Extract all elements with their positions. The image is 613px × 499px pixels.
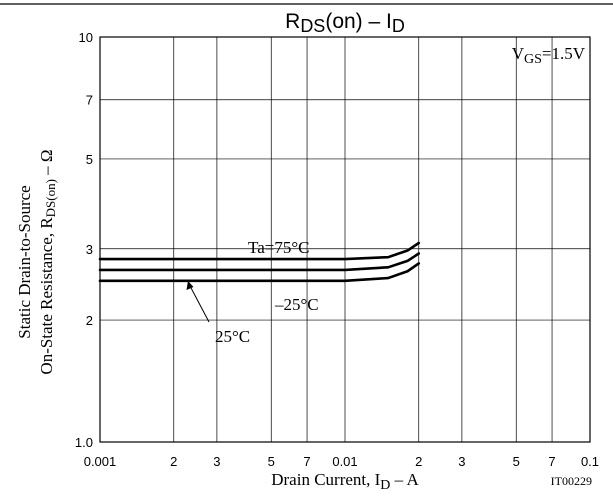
series-line bbox=[98, 241, 421, 261]
y-tick-label: 2 bbox=[86, 313, 93, 328]
x-tick-label: 0.01 bbox=[332, 454, 357, 469]
y-axis-label: Static Drain-to-Source On-State Resistan… bbox=[15, 149, 58, 374]
y-tick-label: 5 bbox=[86, 152, 93, 167]
x-axis-label: Drain Current, ID – A bbox=[271, 470, 419, 493]
figure-code: IT00229 bbox=[551, 474, 592, 488]
x-tick-label: 5 bbox=[513, 454, 520, 469]
chart-title: RDS(on) – ID bbox=[285, 10, 405, 36]
x-tick-label: 3 bbox=[213, 454, 220, 469]
x-tick-label: 0.1 bbox=[581, 454, 599, 469]
x-tick-label: 5 bbox=[268, 454, 275, 469]
x-tick-label: 3 bbox=[458, 454, 465, 469]
x-tick-label: 7 bbox=[548, 454, 555, 469]
series-lines bbox=[98, 241, 421, 283]
x-tick-label: 2 bbox=[170, 454, 177, 469]
y-axis-label-line2: On-State Resistance, RDS(on) – Ω bbox=[37, 149, 58, 374]
y-tick-label: 7 bbox=[86, 93, 93, 108]
plot-frame bbox=[99, 36, 591, 443]
y-tick-label: 10 bbox=[79, 30, 93, 45]
grid bbox=[100, 37, 590, 442]
annotation-25-leader bbox=[189, 285, 210, 323]
annotation-minus25: –25°C bbox=[274, 295, 319, 314]
y-axis-label-line1: Static Drain-to-Source bbox=[15, 185, 34, 338]
annotation-25-arrowhead bbox=[186, 281, 194, 290]
y-tick-labels: 1.0 2 3 5 7 10 bbox=[75, 30, 93, 450]
condition-label: VGS=1.5V bbox=[512, 44, 586, 67]
annotation-ta75: Ta=75°C bbox=[248, 238, 309, 257]
series-line bbox=[98, 262, 421, 283]
x-tick-labels: 0.001 2 3 5 7 0.01 2 3 5 7 0.1 bbox=[84, 454, 599, 469]
y-tick-label: 1.0 bbox=[75, 435, 93, 450]
x-tick-label: 7 bbox=[303, 454, 310, 469]
x-tick-label: 0.001 bbox=[84, 454, 117, 469]
series-line bbox=[98, 252, 421, 272]
annotation-25: 25°C bbox=[215, 327, 250, 346]
y-tick-label: 3 bbox=[86, 242, 93, 257]
x-tick-label: 2 bbox=[415, 454, 422, 469]
